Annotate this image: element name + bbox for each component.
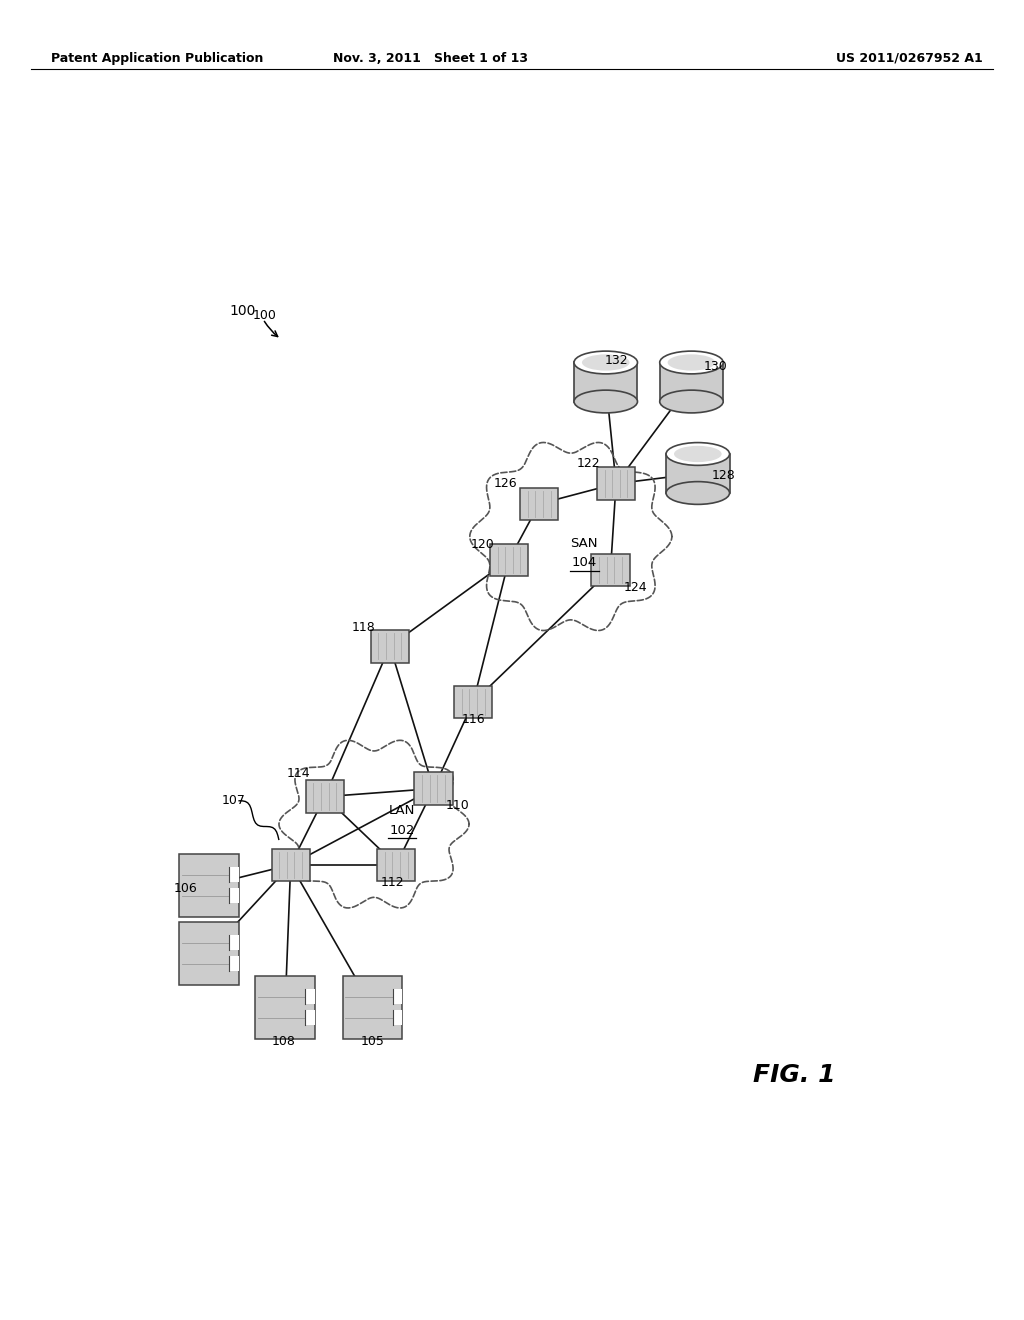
- Bar: [371, 630, 409, 663]
- Ellipse shape: [574, 391, 638, 413]
- Bar: [520, 487, 558, 520]
- Ellipse shape: [666, 482, 729, 504]
- Bar: [392, 1010, 402, 1026]
- Text: 114: 114: [287, 767, 310, 780]
- Bar: [306, 780, 344, 813]
- Text: 104: 104: [571, 557, 597, 569]
- Text: SAN: SAN: [570, 537, 598, 550]
- Text: 107: 107: [221, 795, 246, 808]
- Text: 124: 124: [624, 581, 647, 594]
- Bar: [343, 975, 402, 1039]
- Text: 102: 102: [389, 824, 415, 837]
- Text: 106: 106: [174, 882, 198, 895]
- Text: 108: 108: [271, 1035, 296, 1048]
- Text: LAN: LAN: [388, 804, 415, 817]
- Text: 130: 130: [705, 360, 728, 374]
- Text: 100: 100: [229, 304, 256, 318]
- Ellipse shape: [674, 446, 722, 462]
- Bar: [666, 454, 729, 492]
- Text: Nov. 3, 2011   Sheet 1 of 13: Nov. 3, 2011 Sheet 1 of 13: [333, 51, 527, 65]
- Bar: [455, 686, 493, 718]
- Bar: [179, 921, 239, 985]
- Bar: [415, 772, 453, 805]
- Text: 132: 132: [604, 354, 628, 367]
- Text: 128: 128: [712, 469, 735, 482]
- Text: US 2011/0267952 A1: US 2011/0267952 A1: [837, 51, 983, 65]
- Bar: [305, 1010, 315, 1026]
- Text: 120: 120: [471, 539, 495, 552]
- Ellipse shape: [574, 351, 638, 374]
- Bar: [179, 854, 239, 916]
- Bar: [229, 867, 239, 882]
- Ellipse shape: [668, 354, 716, 371]
- Text: FIG. 1: FIG. 1: [754, 1063, 836, 1088]
- Text: 122: 122: [577, 457, 600, 470]
- Text: Patent Application Publication: Patent Application Publication: [51, 51, 263, 65]
- Bar: [271, 849, 309, 880]
- Ellipse shape: [666, 442, 729, 466]
- Text: 112: 112: [381, 875, 404, 888]
- Bar: [592, 554, 630, 586]
- Bar: [255, 975, 315, 1039]
- Bar: [377, 849, 416, 880]
- Bar: [597, 467, 635, 500]
- Text: 126: 126: [494, 477, 517, 490]
- Bar: [489, 544, 528, 576]
- Text: 116: 116: [461, 713, 485, 726]
- Bar: [392, 989, 402, 1005]
- Ellipse shape: [659, 351, 723, 374]
- Ellipse shape: [659, 391, 723, 413]
- Text: 118: 118: [352, 622, 376, 635]
- Bar: [229, 956, 239, 972]
- Bar: [659, 363, 723, 401]
- Bar: [305, 989, 315, 1005]
- Bar: [229, 936, 239, 950]
- Text: 100: 100: [253, 309, 276, 322]
- Text: 110: 110: [445, 800, 469, 812]
- Text: 105: 105: [360, 1035, 384, 1048]
- Ellipse shape: [582, 354, 630, 371]
- Bar: [229, 888, 239, 903]
- Bar: [574, 363, 638, 401]
